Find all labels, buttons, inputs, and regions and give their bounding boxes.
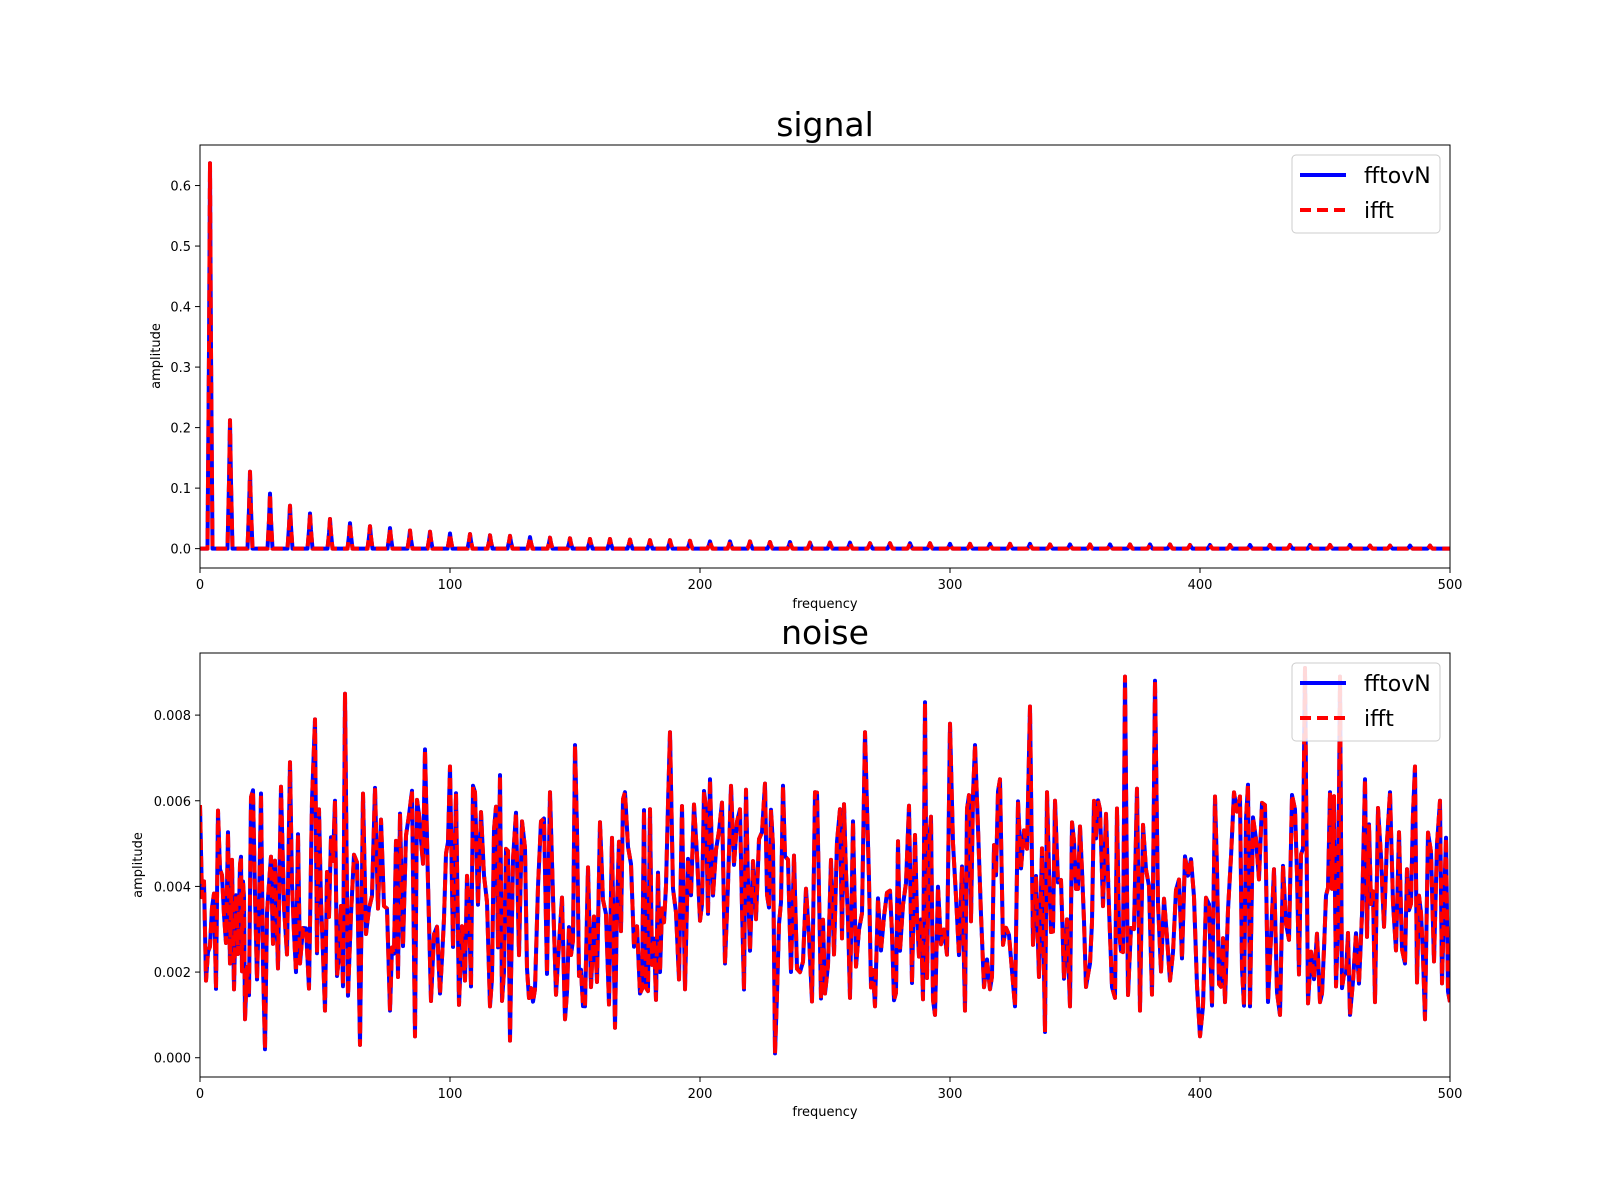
- signal-x-axis-label: frequency: [792, 597, 858, 612]
- signal-y-axis-label: amplitude: [149, 323, 164, 389]
- signal-y-ticks: 0.0 0.1 0.2 0.3 0.4 0.5 0.6: [170, 180, 200, 558]
- noise-axes-frame: [199, 652, 1451, 1078]
- signal-x-tick-label: 500: [1438, 578, 1463, 593]
- signal-axes-frame: [199, 144, 1451, 569]
- signal-y-tick-label: 0.6: [170, 180, 191, 195]
- signal-legend-fftovN-label: fftovN: [1364, 164, 1431, 189]
- signal-x-tick-label: 300: [938, 578, 963, 593]
- noise-x-tick-label: 400: [1188, 1087, 1213, 1102]
- noise-y-tick-label: 0.008: [154, 709, 191, 724]
- signal-x-tick-label: 400: [1188, 578, 1213, 593]
- noise-x-tick-label: 0: [196, 1087, 204, 1102]
- noise-y-ticks: 0.000 0.002 0.004 0.006 0.008: [154, 709, 200, 1067]
- noise-x-tick-label: 500: [1438, 1087, 1463, 1102]
- noise-x-ticks: 0 100 200 300 400 500: [196, 1077, 1463, 1102]
- noise-y-tick-label: 0.006: [154, 795, 191, 810]
- signal-y-tick-label: 0.4: [170, 301, 191, 316]
- signal-x-tick-label: 200: [688, 578, 713, 593]
- noise-y-axis-label: amplitude: [131, 832, 146, 898]
- noise-y-tick-label: 0.000: [154, 1052, 191, 1067]
- signal-legend-ifft-label: ifft: [1364, 199, 1394, 224]
- signal-y-tick-label: 0.3: [170, 361, 191, 376]
- signal-y-tick-label: 0.2: [170, 422, 191, 437]
- noise-x-tick-label: 100: [438, 1087, 463, 1102]
- signal-lines: [200, 161, 1450, 551]
- noise-x-tick-label: 300: [938, 1087, 963, 1102]
- signal-title: signal: [776, 105, 874, 144]
- noise-subplot: noise 0 100 200 300 400 500 0.0000.0020.0040.…: [131, 613, 1462, 1120]
- noise-lines: [200, 666, 1450, 1056]
- signal-x-ticks: 0 100 200 300 400 500: [196, 568, 1463, 593]
- signal-subplot: signal 0 100 200 300 400 500 0.00.10.20.30.40…: [149, 105, 1462, 612]
- signal-x-tick-label: 100: [438, 578, 463, 593]
- signal-x-tick-label: 0: [196, 578, 204, 593]
- signal-y-tick-label: 0.5: [170, 240, 191, 255]
- noise-title: noise: [781, 613, 869, 652]
- noise-legend-fftovN-label: fftovN: [1364, 672, 1431, 697]
- noise-x-tick-label: 200: [688, 1087, 713, 1102]
- noise-series-ifft: [200, 666, 1450, 1056]
- noise-y-tick-label: 0.002: [154, 966, 191, 981]
- noise-legend: fftovN ifft: [1291, 662, 1441, 742]
- signal-legend: fftovN ifft: [1291, 154, 1441, 234]
- noise-y-tick-label: 0.004: [154, 880, 191, 895]
- noise-x-axis-label: frequency: [792, 1105, 858, 1120]
- signal-y-tick-label: 0.1: [170, 482, 191, 497]
- signal-y-tick-label: 0.0: [170, 543, 191, 558]
- noise-legend-ifft-label: ifft: [1364, 707, 1394, 732]
- signal-series-ifft: [200, 161, 1450, 551]
